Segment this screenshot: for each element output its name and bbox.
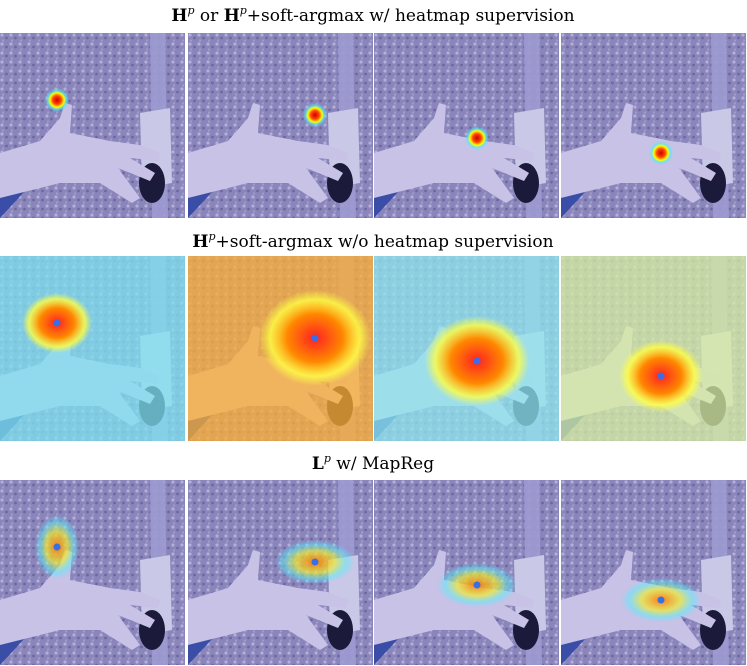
panel xyxy=(561,256,746,441)
prediction-dot xyxy=(311,558,319,566)
heatmap-peak xyxy=(649,141,673,165)
hand-image xyxy=(0,256,185,441)
title-segment: p xyxy=(324,452,331,465)
row-title: Hp+soft-argmax w/o heatmap supervision xyxy=(192,230,553,252)
hand-image xyxy=(374,33,559,218)
prediction-dot xyxy=(473,357,481,365)
title-segment: w/ MapReg xyxy=(331,454,434,474)
row-title: Lp w/ MapReg xyxy=(312,452,434,474)
title-segment: H xyxy=(224,6,240,26)
title-segment: H xyxy=(171,6,187,26)
panel xyxy=(188,480,373,665)
panel xyxy=(0,256,185,441)
title-segment: +soft-argmax w/o heatmap supervision xyxy=(216,232,554,252)
prediction-dot xyxy=(657,372,665,380)
hand-image xyxy=(0,480,185,665)
title-segment: p xyxy=(240,4,247,17)
heatmap-peak xyxy=(45,88,69,112)
prediction-dot xyxy=(53,319,61,327)
prediction-dot xyxy=(53,543,61,551)
panel xyxy=(561,33,746,218)
prediction-dot xyxy=(311,334,319,342)
title-segment: H xyxy=(192,232,208,252)
title-segment: or xyxy=(195,6,224,26)
prediction-dot xyxy=(473,581,481,589)
hand-image xyxy=(0,33,185,218)
hand-image xyxy=(188,33,373,218)
title-segment: p xyxy=(208,230,215,243)
panel xyxy=(374,256,559,441)
panel xyxy=(0,480,185,665)
panel xyxy=(374,480,559,665)
hand-image xyxy=(561,33,746,218)
title-segment: p xyxy=(187,4,194,17)
hand-image xyxy=(561,480,746,665)
panel xyxy=(188,33,373,218)
panel xyxy=(374,33,559,218)
panel xyxy=(0,33,185,218)
title-segment: +soft-argmax w/ heatmap supervision xyxy=(247,6,575,26)
title-segment: L xyxy=(312,454,324,474)
panel xyxy=(188,256,373,441)
heatmap-peak xyxy=(303,103,327,127)
row-title: Hp or Hp+soft-argmax w/ heatmap supervis… xyxy=(171,4,574,26)
panel xyxy=(561,480,746,665)
heatmap-peak xyxy=(465,126,489,150)
prediction-dot xyxy=(657,596,665,604)
